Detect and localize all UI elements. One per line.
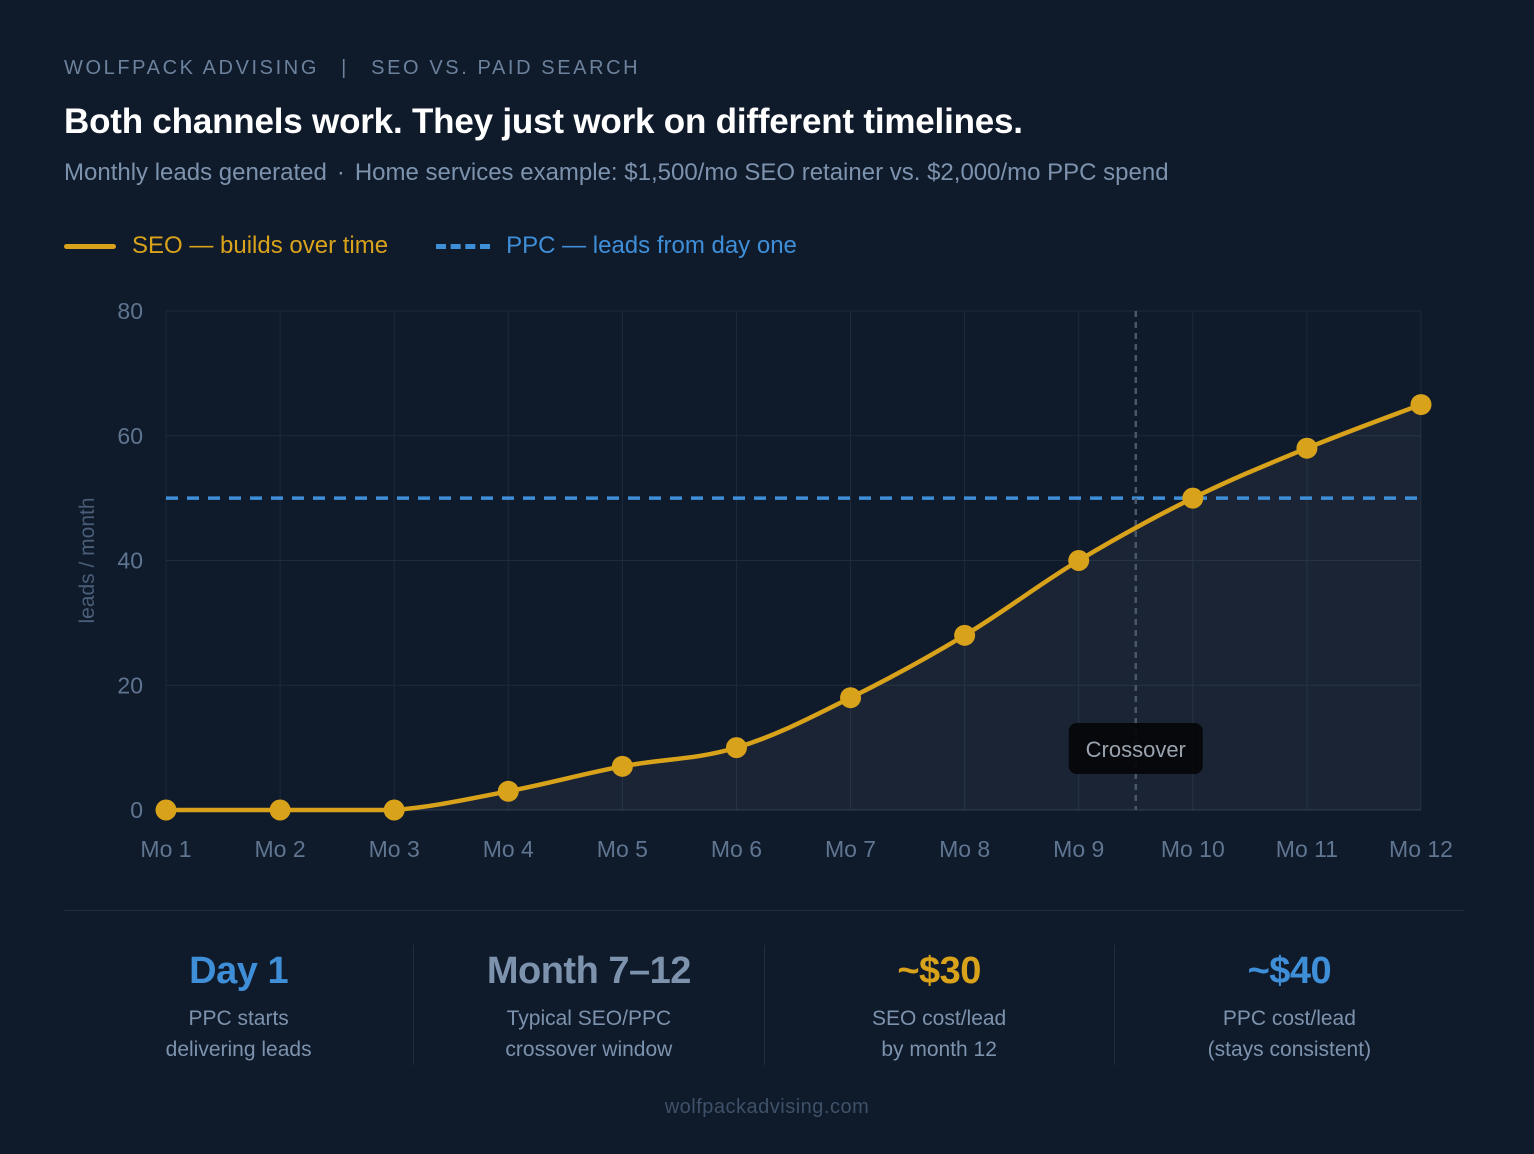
seo-data-point <box>155 799 177 821</box>
crossover-label: Crossover <box>1086 737 1186 762</box>
seo-data-point <box>1068 550 1090 571</box>
stat-description: PPC cost/lead (stays consistent) <box>1115 1003 1464 1065</box>
chart-legend: SEO — builds over time PPC — leads from … <box>64 232 845 260</box>
x-tick-label: Mo 10 <box>1161 836 1225 862</box>
stat-card: Day 1 PPC starts delivering leads <box>64 945 415 1065</box>
seo-data-point <box>383 799 405 821</box>
stat-card: ~$30 SEO cost/lead by month 12 <box>765 945 1115 1065</box>
eyebrow-separator: | <box>341 57 349 79</box>
y-tick-label: 20 <box>117 672 143 698</box>
subtitle-metric: Monthly leads generated <box>64 159 327 186</box>
x-tick-label: Mo 3 <box>369 836 420 862</box>
seo-data-point <box>1410 394 1432 416</box>
stat-line-1: PPC cost/lead <box>1222 1007 1356 1030</box>
stat-card: ~$40 PPC cost/lead (stays consistent) <box>1115 945 1464 1065</box>
x-tick-label: Mo 9 <box>1053 836 1104 862</box>
stat-line-2: delivering leads <box>165 1038 312 1061</box>
leads-chart: 0 20 40 60 80 Mo 1 Mo 2 Mo 3 Mo 4 Mo 5 Mo 6 Mo 7 Mo … <box>76 298 1453 862</box>
stat-value: ~$40 <box>1247 950 1332 992</box>
legend-item-seo: SEO — builds over time <box>64 232 388 260</box>
seo-data-point <box>1182 487 1204 509</box>
y-tick-label: 40 <box>117 548 143 574</box>
stat-value: ~$30 <box>897 950 981 992</box>
stat-line-1: Typical SEO/PPC <box>506 1007 672 1030</box>
x-tick-label: Mo 8 <box>939 836 990 862</box>
legend-swatch-ppc <box>436 243 491 249</box>
legend-item-ppc: PPC — leads from day one <box>436 232 797 260</box>
stat-line-2: (stays consistent) <box>1207 1038 1372 1061</box>
stat-line-2: crossover window <box>505 1038 673 1061</box>
eyebrow: WOLFPACK ADVISING | SEO VS. PAID SEARCH <box>64 57 640 80</box>
x-tick-label: Mo 11 <box>1276 836 1338 862</box>
subtitle-example: Home services example: $1,500/mo SEO ret… <box>354 159 1169 186</box>
stat-description: PPC starts delivering leads <box>64 1003 413 1065</box>
seo-data-point <box>269 799 291 821</box>
seo-data-point <box>497 780 519 802</box>
stats-row: Day 1 PPC starts delivering leads Month … <box>64 945 1464 1065</box>
y-axis-label: leads / month <box>76 497 99 623</box>
seo-data-point <box>725 737 747 759</box>
stat-value: Day 1 <box>189 950 289 992</box>
stat-description: Typical SEO/PPC crossover window <box>414 1003 763 1065</box>
legend-swatch-seo <box>64 243 116 249</box>
seo-area-fill <box>166 404 1421 810</box>
stat-line-1: SEO cost/lead <box>872 1007 1007 1030</box>
x-tick-label: Mo 7 <box>825 836 876 862</box>
subtitle-dot: · <box>336 159 345 186</box>
brand-name: WOLFPACK ADVISING <box>64 57 319 79</box>
seo-data-point <box>954 624 976 646</box>
seo-data-point <box>611 755 633 777</box>
section-name: SEO VS. PAID SEARCH <box>371 57 641 79</box>
y-tick-label: 0 <box>130 797 143 823</box>
seo-data-point <box>1296 437 1318 459</box>
x-tick-label: Mo 5 <box>597 836 648 862</box>
legend-label-seo: SEO — builds over time <box>132 232 389 259</box>
x-tick-label: Mo 6 <box>711 836 762 862</box>
crossover-label-box <box>1068 723 1203 774</box>
x-tick-label: Mo 12 <box>1389 836 1453 862</box>
page-title: Both channels work. They just work on di… <box>64 102 1023 141</box>
x-tick-label: Mo 4 <box>483 836 534 862</box>
y-tick-label: 80 <box>117 298 143 324</box>
stat-line-2: by month 12 <box>881 1038 997 1061</box>
stat-description: SEO cost/lead by month 12 <box>765 1003 1114 1065</box>
section-divider <box>64 910 1464 911</box>
chart-subtitle: Monthly leads generated · Home services ex… <box>64 159 1169 187</box>
x-tick-label: Mo 1 <box>140 836 191 862</box>
x-tick-label: Mo 2 <box>255 836 306 862</box>
stat-card: Month 7–12 Typical SEO/PPC crossover win… <box>414 945 765 1065</box>
legend-label-ppc: PPC — leads from day one <box>506 232 797 259</box>
stat-value: Month 7–12 <box>486 950 692 992</box>
y-tick-label: 60 <box>117 423 143 449</box>
footer-url: wolfpackadvising.com <box>664 1096 870 1118</box>
seo-data-point <box>840 687 862 709</box>
stat-line-1: PPC starts <box>188 1007 289 1030</box>
